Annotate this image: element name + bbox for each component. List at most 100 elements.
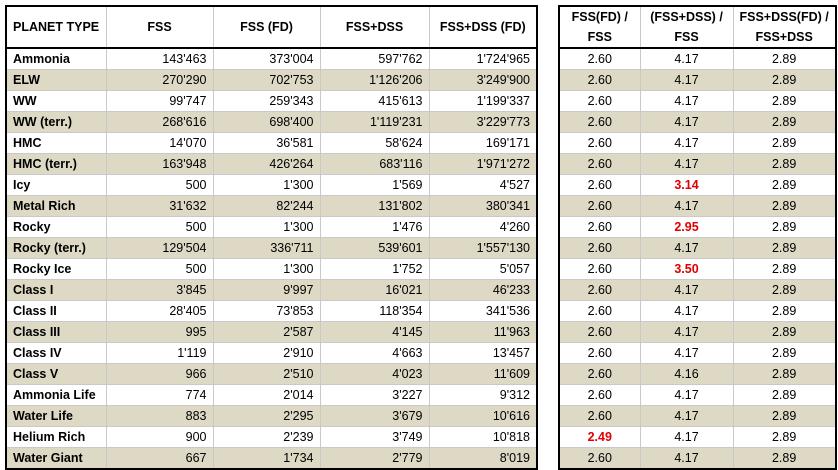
ratio-row: 2.60 4.17 2.89 [558,237,837,259]
planet-type-cell: Rocky (terr.) [5,237,107,259]
ratio-fssdssfd-fssdss-cell: 2.89 [732,69,837,91]
ratio-row: 2.60 3.50 2.89 [558,258,837,280]
fss-fd-cell: 82'244 [212,195,321,217]
fss-dss-fd-cell: 380'341 [428,195,538,217]
ratio-row: 2.60 4.17 2.89 [558,321,837,343]
ratio-row: 2.49 4.17 2.89 [558,426,837,448]
ratio-fd-fss-cell: 2.60 [558,216,641,238]
fss-fd-cell: 2'239 [212,426,321,448]
ratio-fssdssfd-fssdss-cell: 2.89 [732,216,837,238]
ratio-fssdss-fss-cell: 4.16 [639,363,734,385]
planet-type-cell: Helium Rich [5,426,107,448]
fss-fd-cell: 1'300 [212,216,321,238]
ratio-fssdss-fss-cell: 4.17 [639,47,734,70]
table-row: WW 99'747 259'343 415'613 1'199'337 [5,90,538,112]
planet-type-cell: Rocky Ice [5,258,107,280]
fss-cell: 883 [105,405,214,427]
planet-values-table: PLANET TYPE FSS FSS (FD) FSS+DSS FSS+DSS… [5,5,538,470]
fss-dss-cell: 539'601 [319,237,430,259]
header-planet-type: PLANET TYPE [5,5,107,49]
ratio-fd-fss-cell: 2.60 [558,90,641,112]
fss-dss-cell: 683'116 [319,153,430,175]
table-row: WW (terr.) 268'616 698'400 1'119'231 3'229'7… [5,111,538,133]
fss-cell: 270'290 [105,69,214,91]
table-row: HMC (terr.) 163'948 426'264 683'116 1'971'27… [5,153,538,175]
header-ratio-fd-fss: FSS(FD) / FSS [558,5,641,49]
ratio-row: 2.60 4.17 2.89 [558,405,837,427]
fss-fd-cell: 1'300 [212,174,321,196]
fss-cell: 966 [105,363,214,385]
fss-cell: 31'632 [105,195,214,217]
planet-type-cell: WW (terr.) [5,111,107,133]
ratio-row: 2.60 4.17 2.89 [558,195,837,217]
fss-dss-fd-cell: 341'536 [428,300,538,322]
fss-fd-cell: 73'853 [212,300,321,322]
fss-fd-cell: 702'753 [212,69,321,91]
fss-cell: 3'845 [105,279,214,301]
fss-fd-cell: 36'581 [212,132,321,154]
fss-dss-cell: 3'679 [319,405,430,427]
ratio-fssdss-fss-cell: 4.17 [639,321,734,343]
table-row: HMC 14'070 36'581 58'624 169'171 [5,132,538,154]
ratio-fssdss-fss-cell: 4.17 [639,426,734,448]
fss-fd-cell: 1'300 [212,258,321,280]
header-ratio-fssdss-fss: (FSS+DSS) / FSS [639,5,734,49]
planet-type-cell: Rocky [5,216,107,238]
ratio-row: 2.60 2.95 2.89 [558,216,837,238]
fss-cell: 268'616 [105,111,214,133]
fss-dss-fd-cell: 1'724'965 [428,47,538,70]
fss-fd-cell: 373'004 [212,47,321,70]
ratio-fssdss-fss-cell: 4.17 [639,132,734,154]
ratio-row: 2.60 4.17 2.89 [558,111,837,133]
ratio-row: 2.60 4.17 2.89 [558,384,837,406]
ratio-fd-fss-cell: 2.60 [558,111,641,133]
ratio-fssdssfd-fssdss-cell: 2.89 [732,174,837,196]
header-fss-fd: FSS (FD) [212,5,321,49]
ratio-fssdssfd-fssdss-cell: 2.89 [732,258,837,280]
ratio-fd-fss-cell: 2.60 [558,258,641,280]
header-fss-dss: FSS+DSS [319,5,430,49]
ratio-fssdssfd-fssdss-cell: 2.89 [732,426,837,448]
ratio-fssdss-fss-cell: 3.14 [639,174,734,196]
fss-dss-fd-cell: 3'229'773 [428,111,538,133]
fss-dss-cell: 1'476 [319,216,430,238]
fss-dss-cell: 16'021 [319,279,430,301]
ratio-fssdssfd-fssdss-cell: 2.89 [732,405,837,427]
ratio-fd-fss-cell: 2.60 [558,363,641,385]
ratio-header-row: FSS(FD) / FSS (FSS+DSS) / FSS FSS+DSS(FD) … [558,5,837,49]
table-row: Rocky Ice 500 1'300 1'752 5'057 [5,258,538,280]
planet-type-cell: WW [5,90,107,112]
fss-fd-cell: 336'711 [212,237,321,259]
table-row: Water Life 883 2'295 3'679 10'616 [5,405,538,427]
ratio-fd-fss-cell: 2.60 [558,195,641,217]
fss-dss-cell: 1'569 [319,174,430,196]
table-row: Helium Rich 900 2'239 3'749 10'818 [5,426,538,448]
table-row: ELW 270'290 702'753 1'126'206 3'249'900 [5,69,538,91]
fss-cell: 900 [105,426,214,448]
ratio-fd-fss-cell: 2.60 [558,69,641,91]
fss-fd-cell: 259'343 [212,90,321,112]
ratio-fssdss-fss-cell: 4.17 [639,69,734,91]
ratio-fssdss-fss-cell: 4.17 [639,342,734,364]
table-row: Icy 500 1'300 1'569 4'527 [5,174,538,196]
ratio-row: 2.60 4.17 2.89 [558,132,837,154]
planet-type-cell: Class V [5,363,107,385]
table-row: Ammonia 143'463 373'004 597'762 1'724'965 [5,47,538,70]
fss-dss-cell: 4'023 [319,363,430,385]
table-row: Class IV 1'119 2'910 4'663 13'457 [5,342,538,364]
table-row: Class II 28'405 73'853 118'354 341'536 [5,300,538,322]
fss-cell: 1'119 [105,342,214,364]
planet-type-cell: Ammonia [5,47,107,70]
fss-dss-fd-cell: 5'057 [428,258,538,280]
fss-cell: 28'405 [105,300,214,322]
fss-dss-fd-cell: 10'818 [428,426,538,448]
fss-dss-cell: 597'762 [319,47,430,70]
planet-type-cell: Class I [5,279,107,301]
ratio-fd-fss-cell: 2.60 [558,405,641,427]
ratio-fd-fss-cell: 2.49 [558,426,641,448]
ratio-fssdss-fss-cell: 4.17 [639,90,734,112]
header-fss: FSS [105,5,214,49]
table-row: Ammonia Life 774 2'014 3'227 9'312 [5,384,538,406]
ratio-fd-fss-cell: 2.60 [558,174,641,196]
fss-dss-cell: 131'802 [319,195,430,217]
